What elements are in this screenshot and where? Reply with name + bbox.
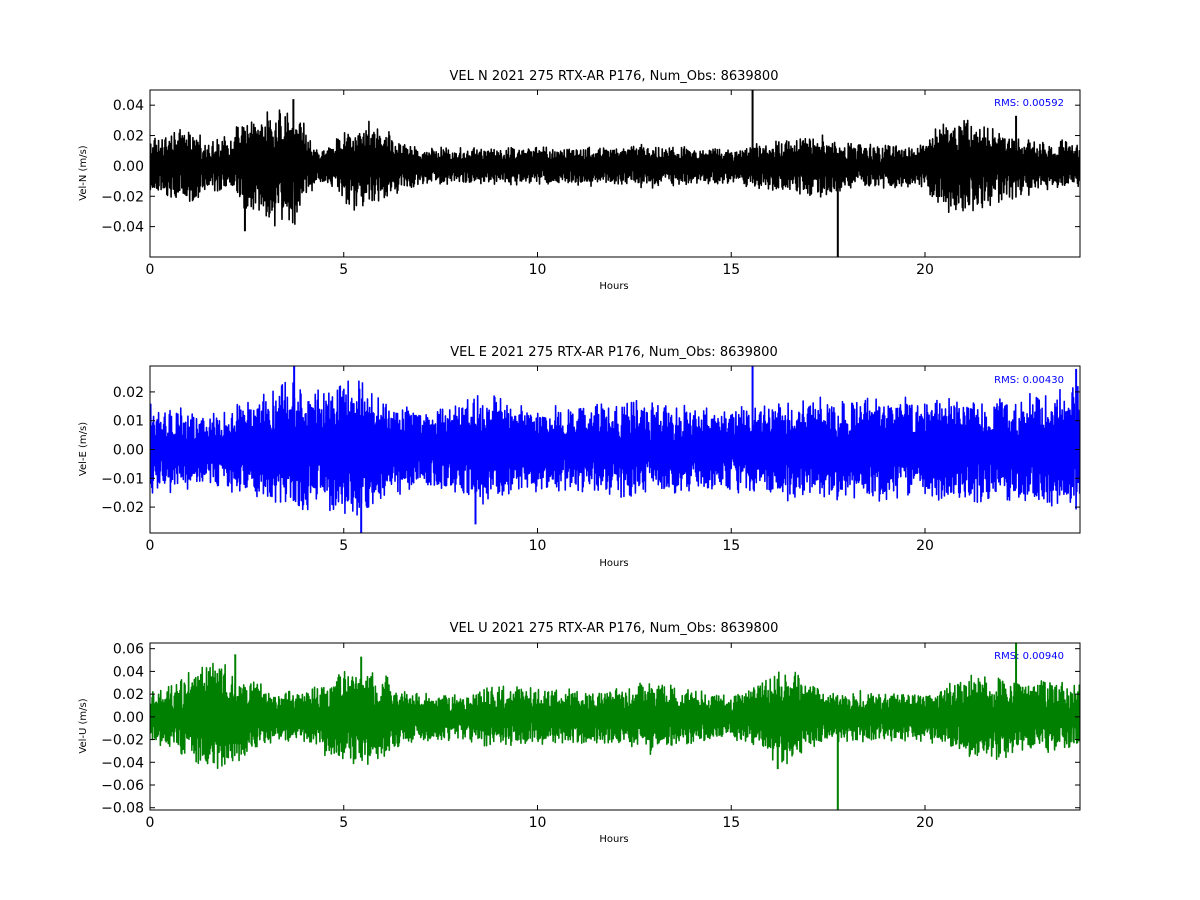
y-tick-label: −0.08 xyxy=(101,801,144,817)
x-axis-label: Hours xyxy=(599,281,628,292)
x-tick-label: 20 xyxy=(916,538,934,554)
plot-area xyxy=(149,89,1081,258)
y-tick-label: −0.02 xyxy=(101,189,144,205)
y-tick-label: 0.00 xyxy=(113,710,144,726)
x-axis-label: Hours xyxy=(599,558,628,569)
x-tick-label: 0 xyxy=(146,815,155,831)
series-trace xyxy=(150,643,1080,810)
x-tick-label: 15 xyxy=(722,815,740,831)
y-tick-label: 0.02 xyxy=(113,129,144,145)
panel-vel-u: VEL U 2021 275 RTX-AR P176, Num_Obs: 863… xyxy=(78,621,1081,845)
y-ticks: −0.08 −0.06 −0.04 −0.02 0.00 0.02 0.04 0.06 xyxy=(101,642,1080,817)
x-tick-label: 10 xyxy=(529,262,547,278)
x-tick-label: 5 xyxy=(339,262,348,278)
y-tick-label: 0.04 xyxy=(113,98,144,114)
series-trace xyxy=(150,366,1080,533)
y-tick-label: −0.02 xyxy=(101,733,144,749)
rms-annotation: RMS: 0.00592 xyxy=(994,98,1064,109)
panel-vel-e: VEL E 2021 275 RTX-AR P176, Num_Obs: 863… xyxy=(78,345,1081,569)
y-ticks: −0.04 −0.02 0.00 0.02 0.04 xyxy=(101,98,1080,236)
y-tick-label: −0.01 xyxy=(101,471,144,487)
y-tick-label: 0.00 xyxy=(113,443,144,459)
y-tick-label: −0.02 xyxy=(101,500,144,516)
x-ticks: 0 5 10 15 20 xyxy=(146,643,934,831)
y-tick-label: 0.02 xyxy=(113,687,144,703)
y-tick-label: 0.00 xyxy=(113,159,144,175)
y-tick-label: 0.06 xyxy=(113,642,144,658)
x-tick-label: 10 xyxy=(529,815,547,831)
rms-annotation: RMS: 0.00940 xyxy=(994,651,1064,662)
panel-title: VEL U 2021 275 RTX-AR P176, Num_Obs: 863… xyxy=(450,621,779,636)
y-axis-label: Vel-U (m/s) xyxy=(78,698,89,753)
y-ticks: −0.02 −0.01 0.00 0.01 0.02 xyxy=(101,385,1080,516)
x-ticks: 0 5 10 15 20 xyxy=(146,366,934,554)
y-axis-label: Vel-E (m/s) xyxy=(78,422,89,476)
x-tick-label: 15 xyxy=(722,538,740,554)
x-tick-label: 20 xyxy=(916,262,934,278)
x-tick-label: 5 xyxy=(339,538,348,554)
series-trace xyxy=(150,90,1080,257)
panel-title: VEL N 2021 275 RTX-AR P176, Num_Obs: 863… xyxy=(450,69,779,84)
y-axis-label: Vel-N (m/s) xyxy=(78,145,89,200)
trace-line xyxy=(150,662,1080,770)
plot-area xyxy=(149,642,1081,811)
trace-line xyxy=(150,380,1080,516)
x-tick-label: 15 xyxy=(722,262,740,278)
x-tick-label: 20 xyxy=(916,815,934,831)
y-tick-label: 0.01 xyxy=(113,414,144,430)
x-tick-label: 0 xyxy=(146,538,155,554)
rms-annotation: RMS: 0.00430 xyxy=(994,375,1064,386)
y-tick-label: −0.04 xyxy=(101,755,144,771)
x-tick-label: 5 xyxy=(339,815,348,831)
trace-line xyxy=(150,109,1080,227)
plot-area xyxy=(149,365,1081,534)
x-tick-label: 0 xyxy=(146,262,155,278)
y-tick-label: −0.04 xyxy=(101,220,144,236)
y-tick-label: 0.04 xyxy=(113,664,144,680)
x-tick-label: 10 xyxy=(529,538,547,554)
panel-vel-n: VEL N 2021 275 RTX-AR P176, Num_Obs: 863… xyxy=(78,69,1081,292)
y-tick-label: 0.02 xyxy=(113,385,144,401)
y-tick-label: −0.06 xyxy=(101,778,144,794)
panel-title: VEL E 2021 275 RTX-AR P176, Num_Obs: 863… xyxy=(450,345,777,360)
x-axis-label: Hours xyxy=(599,834,628,845)
